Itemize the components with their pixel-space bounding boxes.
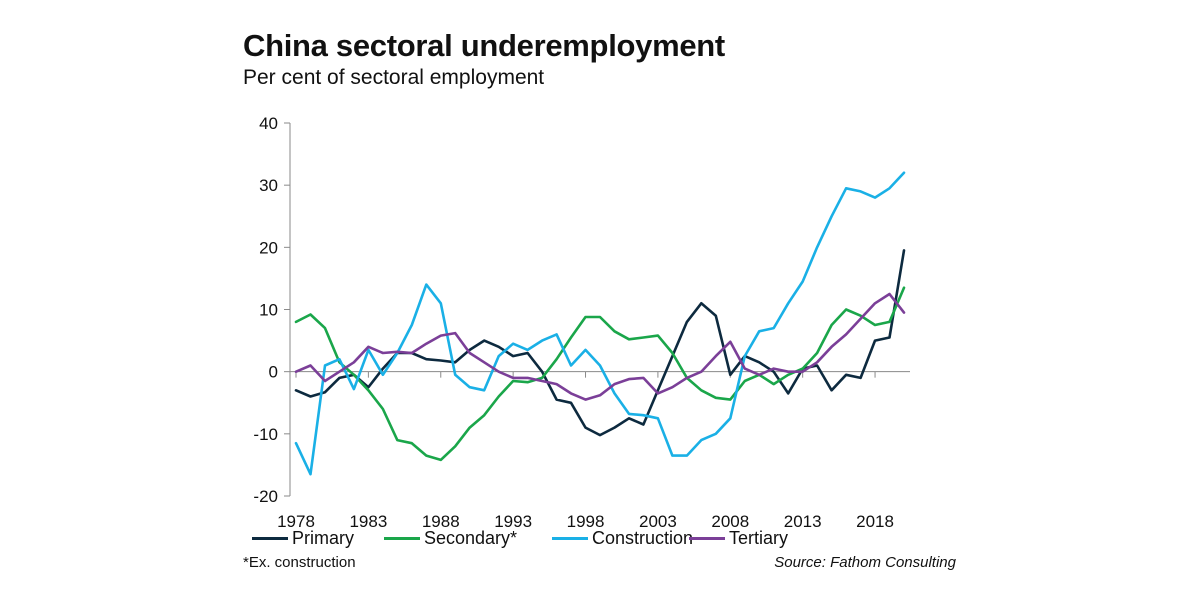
x-tick-label: 2008 bbox=[711, 512, 749, 531]
x-tick-label: 1983 bbox=[349, 512, 387, 531]
legend-label: Secondary* bbox=[424, 528, 518, 548]
series-line-primary bbox=[294, 249, 906, 437]
chart-title: China sectoral underemployment bbox=[243, 28, 725, 63]
x-tick-label: 2003 bbox=[639, 512, 677, 531]
legend-swatch bbox=[252, 537, 288, 540]
legend-item: Secondary* bbox=[384, 528, 517, 549]
x-tick-label: 1988 bbox=[422, 512, 460, 531]
legend-item: Tertiary bbox=[689, 528, 788, 549]
series-lines bbox=[294, 171, 906, 476]
y-tick-label: -10 bbox=[253, 425, 278, 444]
series-line-tertiary bbox=[294, 292, 906, 401]
legend-item: Construction bbox=[552, 528, 693, 549]
legend-label: Primary bbox=[292, 528, 354, 548]
legend-label: Tertiary bbox=[729, 528, 789, 548]
y-axis: -20 -10 0 10 20 30 40 bbox=[253, 114, 291, 506]
y-tick-label: 20 bbox=[259, 238, 278, 257]
x-tick-label: 2018 bbox=[856, 512, 894, 531]
y-tick-label: 0 bbox=[269, 363, 278, 382]
legend-item: Primary bbox=[252, 528, 354, 549]
y-tick-label: -20 bbox=[253, 487, 278, 506]
x-tick-label: 1978 bbox=[277, 512, 315, 531]
legend-swatch bbox=[384, 537, 420, 540]
x-tick-label: 1993 bbox=[494, 512, 532, 531]
y-tick-label: 30 bbox=[259, 176, 278, 195]
chart-subtitle: Per cent of sectoral employment bbox=[243, 66, 545, 89]
y-tick-label: 10 bbox=[259, 301, 278, 320]
footnote: *Ex. construction bbox=[243, 554, 356, 571]
source-note: Source: Fathom Consulting bbox=[774, 554, 956, 571]
x-tick-label: 2013 bbox=[784, 512, 822, 531]
series-line-construction bbox=[294, 171, 906, 476]
series-line-secondary bbox=[294, 286, 906, 462]
legend-swatch bbox=[689, 537, 725, 540]
y-tick-label: 40 bbox=[259, 114, 278, 133]
legend-swatch bbox=[552, 537, 588, 540]
legend-label: Construction bbox=[592, 528, 694, 548]
x-tick-label: 1998 bbox=[567, 512, 605, 531]
x-axis: 1978 1983 1988 1993 1998 2003 2008 2013 2018 bbox=[277, 371, 910, 531]
chart-legend: Primary Secondary* Construction Tertiary bbox=[252, 528, 812, 552]
